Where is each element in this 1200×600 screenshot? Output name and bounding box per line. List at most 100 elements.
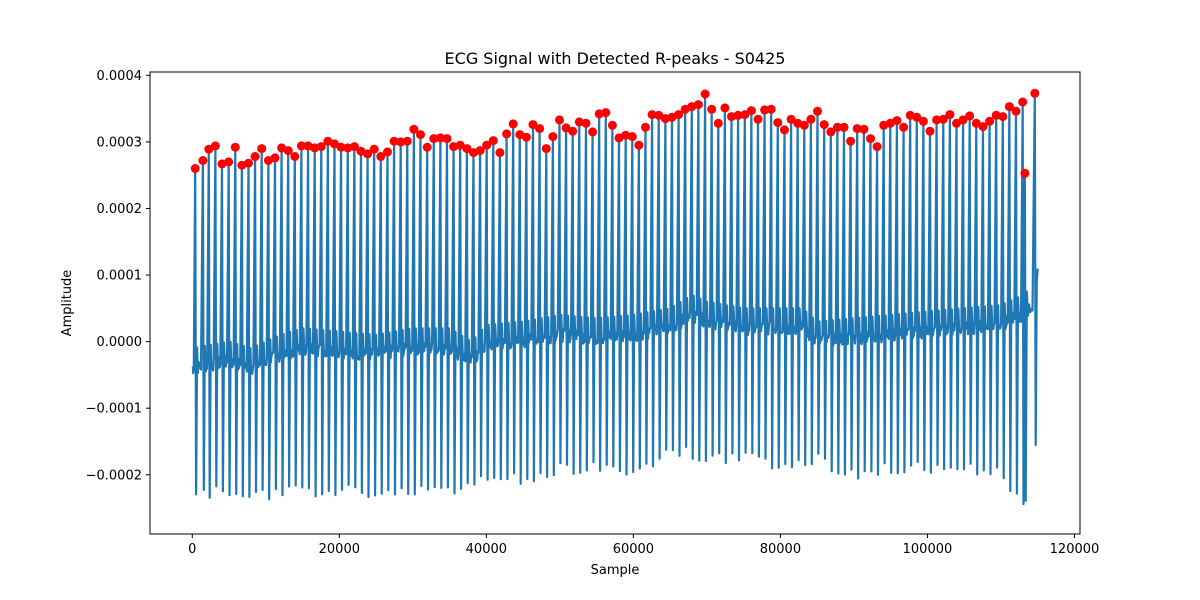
- r-peak-marker: [250, 152, 260, 161]
- r-peak-marker: [601, 108, 611, 118]
- r-peak-marker: [190, 164, 200, 173]
- r-peak-marker: [389, 136, 399, 146]
- r-peak-marker: [647, 110, 657, 120]
- r-peak-marker: [958, 115, 968, 125]
- r-peak-marker: [892, 116, 902, 126]
- r-peak-marker: [422, 142, 432, 152]
- r-peak-marker: [198, 156, 208, 165]
- r-peak-marker: [581, 118, 591, 128]
- r-peak-marker: [1011, 106, 1021, 116]
- r-peak-marker: [369, 144, 379, 154]
- r-peak-marker: [495, 148, 505, 158]
- r-peak-marker: [912, 112, 922, 122]
- r-peak-marker: [674, 110, 684, 120]
- r-peak-marker: [488, 136, 498, 146]
- r-peak-marker: [634, 140, 644, 150]
- r-peak-marker: [349, 142, 359, 152]
- r-peak-marker: [852, 124, 862, 134]
- r-peak-marker: [528, 120, 538, 130]
- r-peak-marker: [416, 130, 425, 140]
- r-peak-marker: [1004, 102, 1014, 112]
- r-peak-marker: [555, 115, 564, 125]
- r-peak-marker: [270, 153, 280, 163]
- r-peak-marker: [363, 149, 373, 159]
- r-peak-marker: [932, 115, 942, 125]
- x-tick-label: 40000: [466, 542, 507, 557]
- r-peak-marker: [1018, 97, 1028, 107]
- x-axis: 0 20000 40000 60000 80000 100000 120000: [188, 534, 1099, 557]
- r-peak-marker: [1030, 88, 1040, 98]
- r-peak-marker: [819, 120, 829, 130]
- r-peak-marker: [780, 125, 789, 135]
- r-peak-marker: [925, 126, 935, 136]
- r-peak-marker: [813, 106, 822, 116]
- r-peak-marker: [574, 117, 584, 127]
- y-axis-title: Amplitude: [60, 270, 75, 337]
- r-peak-marker: [899, 122, 909, 132]
- x-tick-label: 20000: [319, 542, 360, 557]
- y-tick-label: 0.0001: [97, 269, 143, 284]
- signal-series: [191, 92, 1039, 506]
- ecg-signal-line: [191, 92, 1039, 506]
- r-peak-marker: [607, 120, 617, 130]
- r-peak-marker: [541, 144, 551, 154]
- r-peak-marker: [224, 157, 234, 167]
- r-peak-marker: [753, 114, 763, 124]
- r-peak-marker: [435, 133, 445, 143]
- y-tick-label: −0.0002: [86, 468, 142, 483]
- r-peak-marker: [482, 140, 492, 150]
- r-peak-marker: [376, 152, 386, 161]
- r-peak-marker: [641, 122, 650, 132]
- plot-area: [190, 88, 1040, 506]
- r-peak-marker: [568, 126, 578, 136]
- r-peak-marker: [455, 140, 465, 150]
- y-tick-label: 0.0000: [97, 335, 143, 350]
- r-peak-marker: [402, 136, 412, 146]
- r-peak-marker: [866, 134, 875, 144]
- r-peak-marker: [839, 122, 849, 132]
- y-axis: −0.0002 −0.0001 0.0000 0.0001 0.0002 0.0003 0.…: [86, 69, 150, 483]
- r-peak-marker: [700, 89, 710, 99]
- r-peak-series: [190, 88, 1040, 178]
- r-peak-marker: [442, 134, 452, 144]
- r-peak-marker: [806, 114, 816, 124]
- x-axis-title: Sample: [591, 563, 640, 578]
- x-tick-label: 60000: [613, 542, 654, 557]
- r-peak-marker: [462, 144, 472, 154]
- r-peak-marker: [760, 105, 770, 115]
- r-peak-marker: [746, 106, 756, 116]
- r-peak-marker: [316, 142, 326, 152]
- r-peak-marker: [548, 132, 558, 142]
- r-peak-marker: [832, 122, 842, 132]
- r-peak-marker: [1020, 168, 1030, 178]
- r-peak-marker: [336, 142, 346, 152]
- r-peak-marker: [859, 124, 869, 134]
- r-peak-marker: [918, 116, 928, 126]
- r-peak-marker: [383, 147, 392, 157]
- r-peak-marker: [535, 124, 545, 134]
- r-peak-marker: [766, 104, 776, 114]
- r-peak-marker: [707, 104, 717, 114]
- r-peak-marker: [502, 129, 512, 139]
- r-peak-marker: [799, 120, 809, 130]
- y-tick-label: 0.0004: [97, 69, 143, 84]
- x-tick-label: 0: [188, 542, 196, 557]
- x-tick-label: 120000: [1050, 542, 1100, 557]
- r-peak-marker: [257, 144, 267, 154]
- r-peak-marker: [773, 118, 783, 128]
- r-peak-marker: [826, 127, 836, 137]
- r-peak-marker: [786, 114, 796, 124]
- y-tick-label: −0.0001: [86, 402, 142, 417]
- r-peak-marker: [588, 127, 598, 137]
- r-peak-marker: [713, 118, 723, 128]
- r-peak-marker: [290, 152, 300, 161]
- r-peak-marker: [627, 132, 637, 142]
- r-peak-marker: [985, 116, 995, 126]
- x-tick-label: 80000: [760, 542, 801, 557]
- r-peak-marker: [740, 110, 750, 120]
- r-peak-marker: [230, 142, 240, 152]
- r-peak-marker: [965, 111, 975, 121]
- r-peak-marker: [521, 132, 531, 142]
- r-peak-marker: [846, 136, 856, 146]
- r-peak-marker: [409, 124, 419, 134]
